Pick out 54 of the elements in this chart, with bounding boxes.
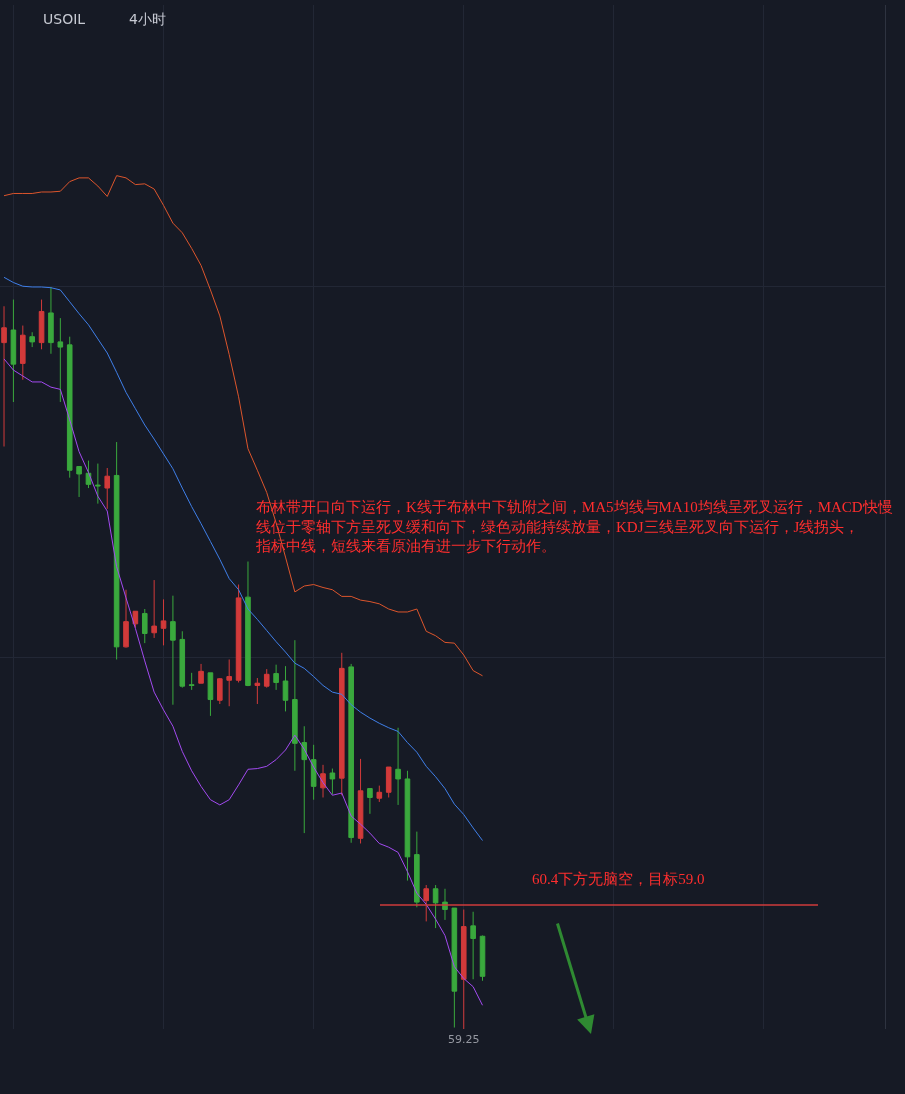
candlestick <box>57 317 64 403</box>
candlestick <box>95 463 101 505</box>
candlestick <box>170 595 176 706</box>
candlestick <box>385 766 392 798</box>
candlestick <box>10 299 17 403</box>
candlestick <box>76 466 82 498</box>
chart-subtitle: 4小时 <box>129 11 166 27</box>
candlestick <box>432 884 439 929</box>
candlestick <box>235 584 242 683</box>
candlestick <box>66 336 73 479</box>
candlestick <box>282 665 289 712</box>
chart-title: USOIL <box>43 11 86 27</box>
ref-line-label: 60.4下方无脑空，目标59.0 <box>532 871 705 887</box>
candlestick <box>320 764 326 798</box>
candlestick <box>254 677 261 705</box>
candlestick <box>395 727 401 806</box>
candlestick <box>104 467 111 510</box>
candlestick <box>1 305 7 448</box>
candlestick <box>376 785 383 803</box>
candlestick <box>338 652 345 796</box>
annotation: 布林带开口向下运行，K线于布林中下轨附之间，MA5均线与MA10均线呈死叉运行，MACD快慢线位于零轴下方呈死叉缓和向下，绿色动能持续放量，KDJ三线呈死叉向下运行，J线拐头，指标中线，短线来看原油有进一步下行动作。 <box>255 499 893 554</box>
candlestick <box>273 664 279 691</box>
candlestick <box>48 286 54 355</box>
candlestick <box>226 658 232 707</box>
candlestick <box>460 909 467 1029</box>
candlestick <box>179 630 186 689</box>
candlestick <box>245 561 251 687</box>
candlestick <box>470 911 476 980</box>
candlestick <box>292 639 298 772</box>
candlestick <box>301 725 308 834</box>
candlestick <box>38 299 45 350</box>
candlestick <box>404 770 411 882</box>
candlestick <box>357 758 364 844</box>
candlestick <box>29 331 35 348</box>
candlestick <box>367 788 373 815</box>
candlestick <box>348 663 354 844</box>
candlestick <box>198 663 204 684</box>
candlestick <box>310 744 317 801</box>
annotation: 59.25 <box>448 1033 480 1046</box>
candlestick <box>123 589 129 649</box>
candlestick <box>263 668 270 689</box>
candlestick <box>20 325 26 381</box>
candlestick <box>160 598 167 646</box>
candlestick <box>329 768 336 796</box>
candlestick <box>217 677 223 705</box>
candlestick <box>479 935 486 982</box>
candlestick <box>141 608 148 644</box>
candlestick <box>113 441 120 660</box>
candlestick <box>414 831 420 908</box>
candlestick <box>151 579 157 639</box>
candlestick <box>207 672 214 717</box>
candlestick <box>188 672 195 691</box>
candlestick <box>451 907 458 1029</box>
candlestick <box>132 610 139 629</box>
